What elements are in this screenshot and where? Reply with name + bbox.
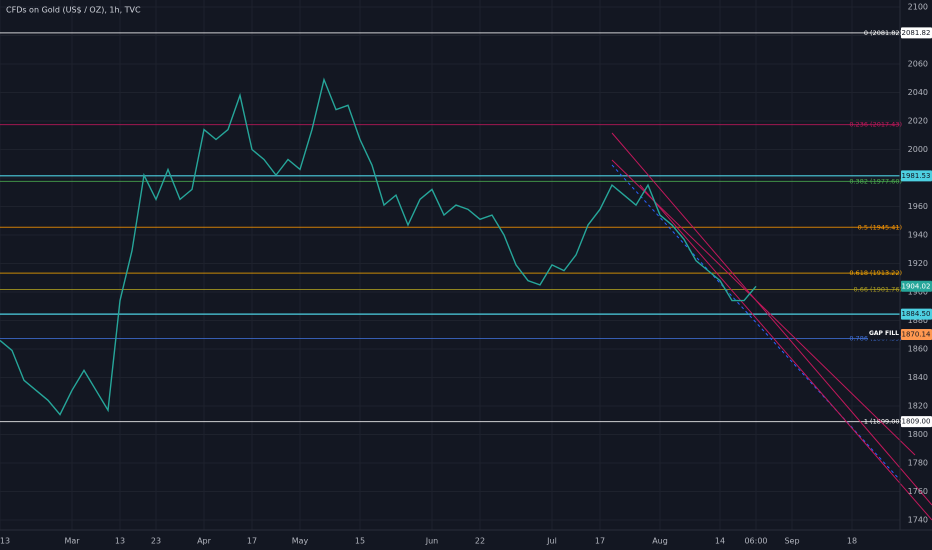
price-box (901, 280, 932, 292)
price-box-label: 1809.00 (902, 418, 931, 426)
channel-mid (611, 159, 916, 456)
x-tick-label: Apr (197, 537, 212, 546)
x-tick-label: 15 (355, 537, 365, 546)
y-tick-label: 2000 (908, 145, 928, 154)
axis: 1740 1760 1780 1800 1820 1840 1860 1880 1900 1920… (0, 3, 932, 546)
fib-label: 0.236 (2017.43) (849, 121, 902, 129)
x-tick-label: 17 (247, 537, 257, 546)
x-tick-label: 06:00 (744, 537, 767, 546)
y-tick-label: 2100 (908, 3, 928, 12)
y-tick-label: 1900 (908, 288, 928, 297)
price-box (901, 170, 932, 182)
price-box (901, 308, 932, 320)
price-box (901, 329, 932, 341)
x-tick-label: Mar (64, 537, 80, 546)
price-box (901, 416, 932, 428)
price-box-label: 1981.53 (902, 172, 931, 180)
price-box-label: 1870.14 (902, 331, 931, 339)
y-tick-label: 1920 (908, 259, 928, 268)
fib-label: 1 (1809.00) (864, 418, 902, 426)
x-tick-label: 23 (151, 537, 161, 546)
x-tick-label: Aug (652, 537, 668, 546)
y-tick-label: 2060 (908, 60, 928, 69)
y-tick-label: 1940 (908, 231, 928, 240)
x-tick-label: Jun (425, 537, 439, 546)
plot (0, 77, 757, 416)
x-tick-label: 13 (0, 537, 10, 546)
y-tick-label: 1860 (908, 345, 928, 354)
y-tick-label: 1840 (908, 373, 928, 382)
x-tick-label: Jul (546, 537, 557, 546)
fib-label: 0 (2081.82) (864, 29, 902, 37)
fib-levels: 0 (2081.82) 0.236 (2017.43) 0.382 (1977.60… (0, 29, 902, 426)
y-tick-label: 1880 (908, 316, 928, 325)
fib-label: 0.618 (1913.22) (849, 269, 902, 277)
x-tick-label: 22 (475, 537, 485, 546)
grid (0, 0, 900, 530)
price-box-label: 2081.82 (902, 29, 931, 37)
y-tick-label: 1820 (908, 402, 928, 411)
fib-label: 0.66 (1901.76) (854, 285, 903, 293)
price-box-label: 1884.50 (902, 310, 931, 318)
x-tick-label: 17 (595, 537, 605, 546)
channel-top (611, 132, 932, 506)
chart-title: CFDs on Gold (US$ / OZ), 1h, TVC (6, 6, 141, 15)
fib-label: 0.382 (1977.60) (849, 177, 902, 185)
x-tick-label: 13 (115, 537, 125, 546)
note-label: GAP FILL (869, 330, 899, 337)
y-tick-label: 2020 (908, 117, 928, 126)
y-tick-label: 1780 (908, 459, 928, 468)
y-tick-label: 1760 (908, 487, 928, 496)
x-tick-label: 18 (847, 537, 857, 546)
y-tick-label: 1740 (908, 516, 928, 525)
x-tick-label: May (292, 537, 309, 546)
price-box-label: 1904.02 (902, 282, 931, 290)
y-tick-label: 2040 (908, 88, 928, 97)
note-box (868, 329, 900, 340)
x-tick-label: 14 (715, 537, 725, 546)
fib-label: 0.5 (1945.41) (858, 223, 902, 231)
channel-bottom (639, 184, 932, 521)
price-line (0, 77, 757, 416)
y-tick-label: 1800 (908, 430, 928, 439)
y-tick-label: 1960 (908, 202, 928, 211)
price-box (901, 27, 932, 39)
x-tick-label: Sep (784, 537, 799, 546)
